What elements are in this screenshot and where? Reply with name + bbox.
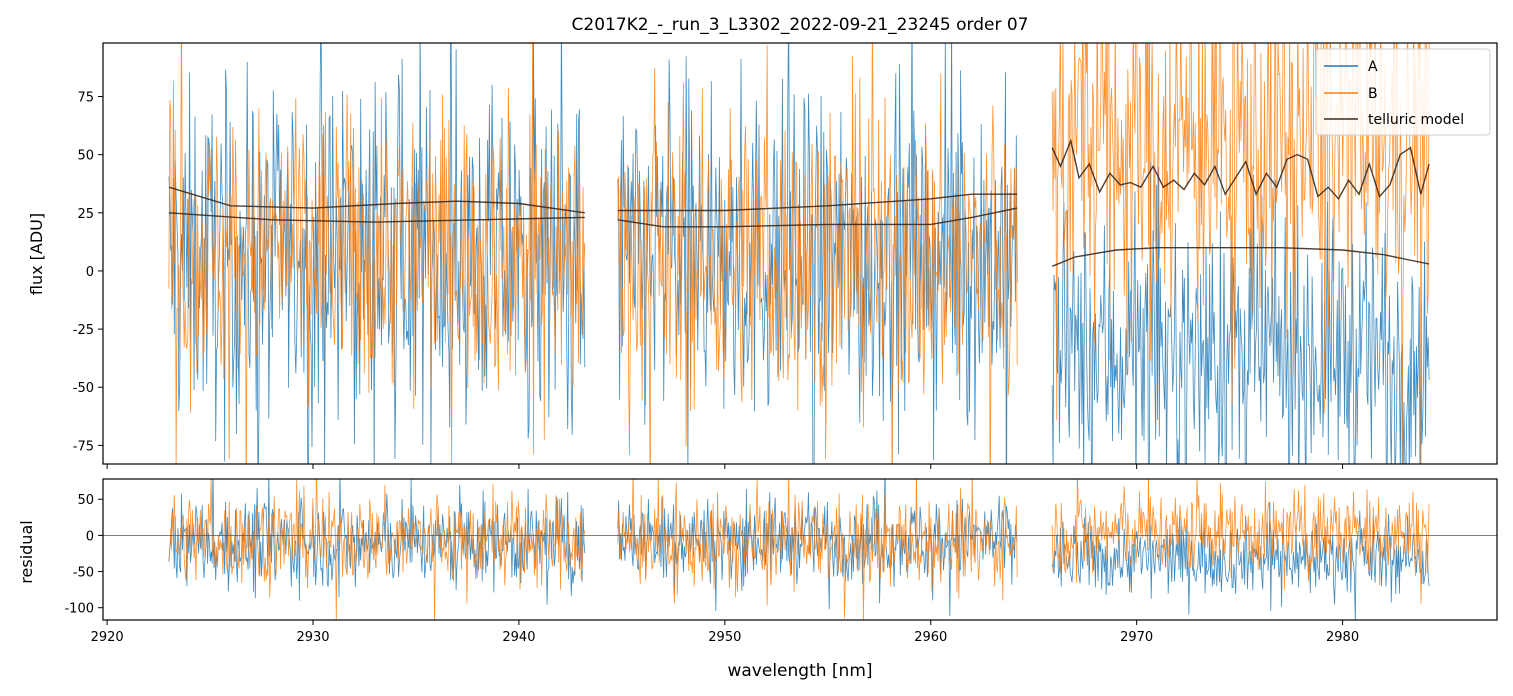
x-tick-label: 2920 [91, 630, 124, 645]
flux-y-tick-label: -75 [73, 439, 94, 454]
series-a-segment-3 [1051, 149, 1430, 464]
flux-y-axis-label: flux [ADU] [27, 213, 46, 295]
legend-label-a: A [1368, 59, 1378, 75]
flux-y-tick-label: -50 [73, 381, 94, 396]
flux-y-tick-label: 0 [86, 265, 94, 280]
telluric-model-curve-6 [1051, 247, 1430, 267]
residual-y-tick-label: 0 [86, 529, 94, 544]
legend: A B telluric model [1315, 48, 1491, 136]
flux-panel-frame [102, 42, 1498, 465]
series-a-segment-2 [617, 43, 1018, 464]
flux-y-tick-label: 50 [77, 149, 94, 164]
flux-y-tick-label: 75 [77, 90, 94, 105]
series-b-segment-2 [617, 43, 1018, 464]
series-b-segment-1 [168, 43, 586, 464]
legend-label-telluric: telluric model [1368, 112, 1464, 128]
x-tick-label: 2970 [1120, 630, 1153, 645]
telluric-model-curve-3 [617, 193, 1018, 212]
residual-a-segment-1 [168, 479, 586, 605]
series-a-segment-1 [168, 43, 586, 464]
flux-panel: -75 -50 -25 0 25 50 75 flux [ADU] A B telluric… [27, 42, 1498, 469]
residual-y-tick-label: -50 [73, 566, 94, 581]
residual-a-segment-3 [1051, 501, 1430, 620]
flux-y-tick-label: -25 [73, 323, 94, 338]
residual-panel-frame [102, 478, 1498, 621]
x-tick-label: 2980 [1326, 630, 1359, 645]
residual-b-segment-2 [617, 479, 1018, 620]
x-tick-label: 2960 [914, 630, 947, 645]
figure-title: C2017K2_-_run_3_L3302_2022-09-21_23245 o… [572, 15, 1029, 35]
x-tick-label: 2950 [708, 630, 741, 645]
residual-b-segment-1 [168, 479, 586, 620]
flux-y-tick-label: 25 [77, 207, 94, 222]
x-tick-label: 2930 [296, 630, 329, 645]
telluric-model-curve-5 [1051, 138, 1430, 201]
series-b-segment-3 [1051, 43, 1430, 464]
telluric-model-curve-4 [617, 207, 1018, 228]
residual-b-segment-3 [1051, 479, 1430, 604]
residual-a-segment-2 [617, 479, 1018, 617]
legend-label-b: B [1368, 86, 1378, 102]
x-axis-label: wavelength [nm] [727, 661, 872, 681]
x-tick-label: 2940 [502, 630, 535, 645]
residual-y-axis-label: residual [17, 520, 36, 583]
residual-y-tick-label: -100 [64, 602, 94, 617]
legend-frame [1315, 48, 1491, 136]
telluric-model-curve-2 [168, 212, 585, 223]
telluric-model-curve-1 [168, 186, 585, 214]
residual-y-tick-label: 50 [77, 493, 94, 508]
